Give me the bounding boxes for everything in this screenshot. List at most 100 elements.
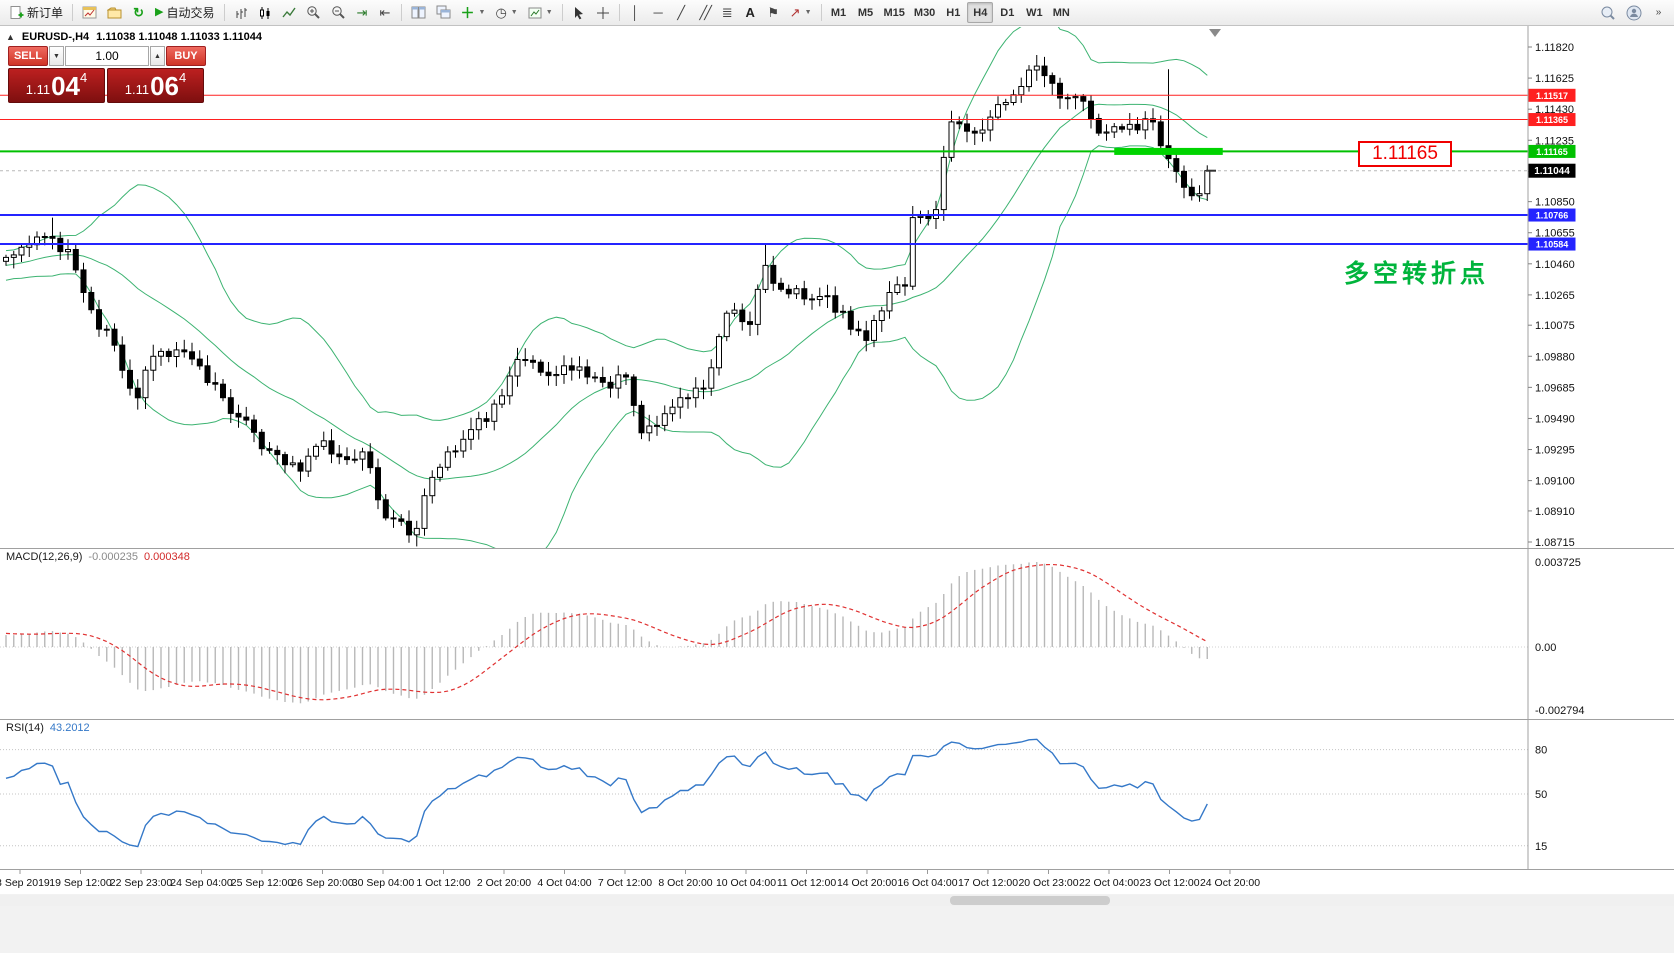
bid-prefix: 1.11: [25, 81, 51, 97]
horizontal-line-button[interactable]: ─: [647, 2, 670, 23]
candle-body: [103, 328, 110, 331]
chart-shift-button[interactable]: ⇤: [374, 2, 397, 23]
timeframe-button-m30[interactable]: M30: [910, 2, 939, 23]
candle-body: [1095, 118, 1102, 134]
crosshair-button[interactable]: [591, 2, 615, 23]
rsi-panel[interactable]: [0, 738, 1528, 848]
scrollbar-thumb[interactable]: [950, 896, 1110, 905]
chart-shift-icon: ⇤: [379, 5, 391, 20]
candle-body: [1142, 118, 1149, 131]
refresh-button[interactable]: ↻: [127, 2, 150, 23]
candle-body: [1188, 186, 1195, 197]
timeframe-button-d1[interactable]: D1: [994, 2, 1020, 23]
auto-scroll-button[interactable]: ⇥: [351, 2, 374, 23]
horizontal-scrollbar[interactable]: [0, 895, 1674, 906]
text-label-button[interactable]: ⚑: [762, 2, 785, 23]
bar-chart-button[interactable]: [229, 2, 253, 23]
volume-decrease-button[interactable]: ▼: [49, 46, 64, 66]
channel-button[interactable]: ╱╱: [693, 2, 716, 23]
candle-body: [111, 328, 118, 346]
templates-button[interactable]: ▼: [523, 2, 558, 23]
zoom-out-button[interactable]: [326, 2, 351, 23]
timeframe-button-h1[interactable]: H1: [940, 2, 966, 23]
candle-body: [65, 249, 71, 253]
fibonacci-icon: ≣: [721, 5, 733, 20]
periods-button[interactable]: ◷ ▼: [490, 2, 522, 23]
candle-body: [282, 454, 288, 466]
new-order-button[interactable]: 新订单: [4, 2, 68, 23]
overflow-chevrons-icon: »: [1655, 6, 1662, 18]
candle-body: [630, 376, 637, 406]
timeframe-button-m15[interactable]: M15: [880, 2, 909, 23]
price-callout-label[interactable]: 1.11165: [1358, 141, 1452, 167]
candle-body: [615, 374, 622, 389]
candle-body: [1041, 65, 1048, 77]
tile-windows-icon: [411, 6, 425, 19]
main-chart-panel[interactable]: [0, 26, 1528, 565]
new-chart-icon: [82, 6, 97, 19]
scale-label: 1.11165: [1536, 147, 1568, 157]
toolbar-separator: [820, 4, 822, 21]
time-axis-label: 24 Sep 04:00: [170, 877, 233, 889]
scale-label: 1.10850: [1535, 197, 1575, 209]
line-chart-button[interactable]: [277, 2, 301, 23]
toolbar-overflow-button[interactable]: »: [1647, 2, 1670, 23]
indicators-button[interactable]: ＋ ▼: [456, 2, 491, 23]
volume-input[interactable]: [65, 46, 149, 66]
fibonacci-button[interactable]: ≣: [716, 2, 739, 23]
tile-windows-button[interactable]: [406, 2, 431, 23]
candle-body: [181, 349, 188, 353]
candle-body: [995, 104, 1001, 118]
zoom-in-button[interactable]: [301, 2, 326, 23]
candle-body: [506, 375, 513, 397]
horizontal-line-icon: ─: [653, 5, 663, 20]
candle-body: [313, 445, 319, 457]
vertical-line-button[interactable]: │: [624, 2, 647, 23]
bid-price-box[interactable]: 1.11 04 4: [8, 68, 105, 103]
refresh-icon: ↻: [133, 5, 144, 20]
ask-price-box[interactable]: 1.11 06 4: [107, 68, 204, 103]
new-chart-button[interactable]: [77, 2, 102, 23]
volume-increase-button[interactable]: ▲: [150, 46, 165, 66]
buy-button[interactable]: BUY: [166, 46, 206, 66]
ask-pipette: 4: [179, 70, 187, 85]
search-button[interactable]: [1595, 2, 1621, 23]
sell-button[interactable]: SELL: [8, 46, 48, 66]
candle-body: [1026, 69, 1032, 88]
candle-body: [1010, 94, 1017, 104]
trendline-button[interactable]: ╱: [670, 2, 693, 23]
collapse-trade-panel-icon[interactable]: ▲: [6, 32, 15, 42]
community-button[interactable]: [1621, 2, 1647, 23]
candle-body: [886, 292, 893, 312]
chart-background: [0, 26, 1674, 953]
candle-body: [220, 383, 226, 399]
profiles-button[interactable]: [102, 2, 127, 23]
timeframe-button-w1[interactable]: W1: [1021, 2, 1047, 23]
macd-panel[interactable]: [0, 562, 1528, 704]
timeframe-button-h4[interactable]: H4: [967, 2, 994, 23]
candle-body: [739, 309, 746, 323]
candle-body: [677, 397, 684, 408]
timeframe-button-mn[interactable]: MN: [1048, 2, 1074, 23]
candlestick-chart-button[interactable]: [253, 2, 277, 23]
cursor-button[interactable]: [567, 2, 591, 23]
cascade-windows-button[interactable]: [431, 2, 456, 23]
candle-body: [785, 288, 792, 295]
candle-body: [127, 369, 133, 389]
timeframe-button-m1[interactable]: M1: [826, 2, 852, 23]
arrow-objects-button[interactable]: ↗ ▼: [785, 2, 817, 23]
highlight-segment[interactable]: [1114, 147, 1223, 155]
time-axis-label: 19 Sep 12:00: [49, 877, 112, 889]
timeframe-button-m5[interactable]: M5: [853, 2, 879, 23]
chart-note-text[interactable]: 多空转折点: [1344, 260, 1490, 288]
text-button[interactable]: A: [739, 2, 762, 23]
chart-shift-marker[interactable]: [1209, 29, 1221, 37]
candle-body: [809, 298, 815, 301]
time-axis-label: 22 Oct 04:00: [1079, 877, 1139, 889]
toolbar-separator: [72, 4, 74, 21]
time-axis-label: 17 Oct 12:00: [958, 877, 1018, 889]
scale-label: 1.09490: [1535, 413, 1575, 425]
auto-trading-button[interactable]: ▶ 自动交易: [150, 2, 219, 23]
candle-body: [173, 349, 180, 357]
